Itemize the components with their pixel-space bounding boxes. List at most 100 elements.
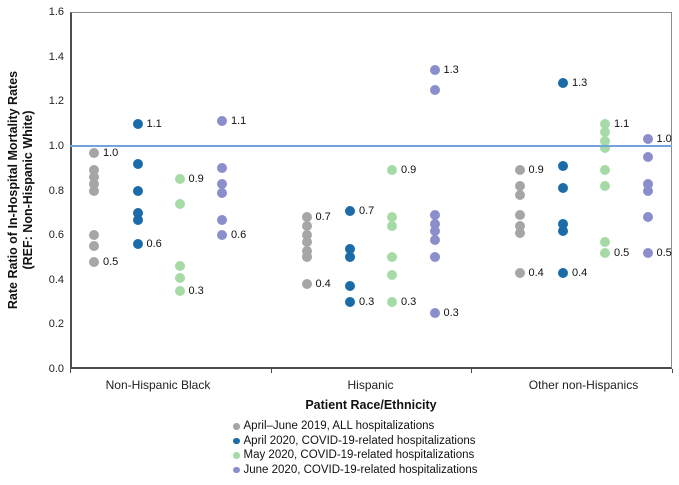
data-point — [429, 252, 440, 263]
data-point — [387, 252, 397, 263]
data-point — [600, 136, 610, 147]
data-point — [387, 221, 397, 232]
data-point-label: 0.5 — [656, 246, 672, 259]
x-category-label: Hispanic — [347, 378, 394, 392]
legend-item: April 2020, COVID-19-related hospitaliza… — [233, 434, 477, 449]
data-point — [89, 256, 99, 267]
data-point — [642, 134, 653, 145]
data-point — [301, 236, 312, 247]
data-point — [89, 165, 99, 176]
data-point-label: 0.3 — [359, 296, 375, 309]
data-point — [514, 189, 525, 200]
data-point — [514, 181, 525, 192]
data-point — [600, 247, 610, 258]
data-point — [429, 234, 440, 245]
y-tick-label: 0.4 — [48, 273, 64, 286]
legend-item: June 2020, COVID-19-related hospitalizat… — [233, 463, 477, 478]
legend-marker-icon — [233, 437, 240, 445]
data-point — [89, 172, 99, 183]
data-point-label: 0.4 — [528, 267, 544, 280]
data-point — [642, 178, 653, 189]
data-point — [387, 270, 397, 281]
data-point — [514, 227, 525, 238]
data-point-label: 0.9 — [401, 164, 417, 177]
data-point — [132, 118, 143, 129]
legend-item-label: May 2020, COVID-19-related hospitalizati… — [243, 449, 475, 462]
data-point-label: 0.4 — [315, 278, 331, 291]
legend-item: April–June 2019, ALL hospitalizations — [233, 419, 477, 434]
legend-item-label: April 2020, COVID-19-related hospitaliza… — [243, 434, 476, 447]
data-point — [217, 178, 227, 189]
data-point — [301, 279, 312, 290]
data-point — [301, 245, 312, 256]
data-point-label: 0.6 — [231, 229, 247, 242]
data-point — [345, 297, 355, 308]
x-axis-tick — [270, 369, 272, 373]
data-point — [514, 165, 525, 176]
data-point — [600, 127, 610, 138]
data-point — [514, 221, 525, 232]
data-point — [558, 78, 568, 89]
data-point — [217, 214, 227, 225]
data-point — [558, 225, 568, 236]
data-point — [89, 178, 99, 189]
data-point — [301, 212, 312, 223]
data-point — [600, 236, 610, 247]
data-point — [174, 272, 185, 283]
legend-item-label: April–June 2019, ALL hospitalizations — [243, 420, 435, 433]
data-point-label: 0.3 — [443, 307, 459, 320]
data-point — [89, 185, 99, 196]
data-point — [514, 268, 525, 279]
y-axis-title-line2: (REF: Non-Hispanic White) — [21, 110, 35, 270]
y-tick-label: 0.2 — [48, 318, 64, 331]
data-point — [301, 230, 312, 241]
x-category-label: Other non-Hispanics — [528, 378, 639, 392]
data-point — [600, 181, 610, 192]
data-point — [558, 160, 568, 171]
x-category-label: Non-Hispanic Black — [105, 378, 211, 392]
legend-marker-icon — [233, 466, 240, 474]
data-point — [387, 165, 397, 176]
data-point — [345, 252, 355, 263]
data-point-label: 1.1 — [146, 117, 162, 130]
data-point — [642, 247, 653, 258]
y-tick-label: 1.2 — [48, 95, 64, 108]
data-point-label: 1.0 — [656, 133, 672, 146]
y-tick-label: 1.0 — [48, 139, 64, 152]
legend-marker-icon — [233, 423, 240, 430]
data-point — [642, 212, 653, 223]
data-point — [429, 308, 440, 319]
data-point — [132, 185, 143, 196]
data-point-label: 0.3 — [188, 284, 204, 297]
data-point — [132, 158, 143, 169]
data-point — [558, 218, 568, 229]
data-point-label: 1.1 — [231, 115, 247, 128]
data-point-label: 0.9 — [188, 173, 204, 186]
data-point — [642, 185, 653, 196]
data-point — [132, 207, 143, 218]
data-point — [429, 218, 440, 229]
y-tick-label: 0.6 — [48, 229, 64, 242]
y-axis-title-line1: Rate Ratio of In-Hospital Mortality Rate… — [6, 70, 20, 310]
data-point-label: 0.4 — [572, 267, 588, 280]
data-point — [174, 261, 185, 272]
data-point-label: 0.6 — [146, 238, 162, 251]
legend-item-label: June 2020, COVID-19-related hospitalizat… — [243, 464, 478, 477]
data-point — [600, 143, 610, 154]
data-point — [174, 285, 185, 296]
y-tick-label: 0.0 — [48, 363, 64, 375]
x-axis-title: Patient Race/Ethnicity — [305, 398, 437, 412]
data-point-label: 1.3 — [443, 64, 459, 76]
data-point — [217, 116, 227, 127]
data-point — [429, 210, 440, 221]
data-point — [174, 198, 185, 209]
data-point-label: 1.1 — [614, 117, 630, 130]
data-point — [642, 152, 653, 163]
data-point-label: 0.7 — [359, 204, 375, 217]
data-point — [345, 281, 355, 292]
data-point-label: 1.0 — [103, 146, 119, 159]
legend-marker-icon — [233, 452, 240, 459]
plot-area — [70, 12, 672, 369]
data-point — [558, 183, 568, 194]
data-point — [89, 241, 99, 252]
